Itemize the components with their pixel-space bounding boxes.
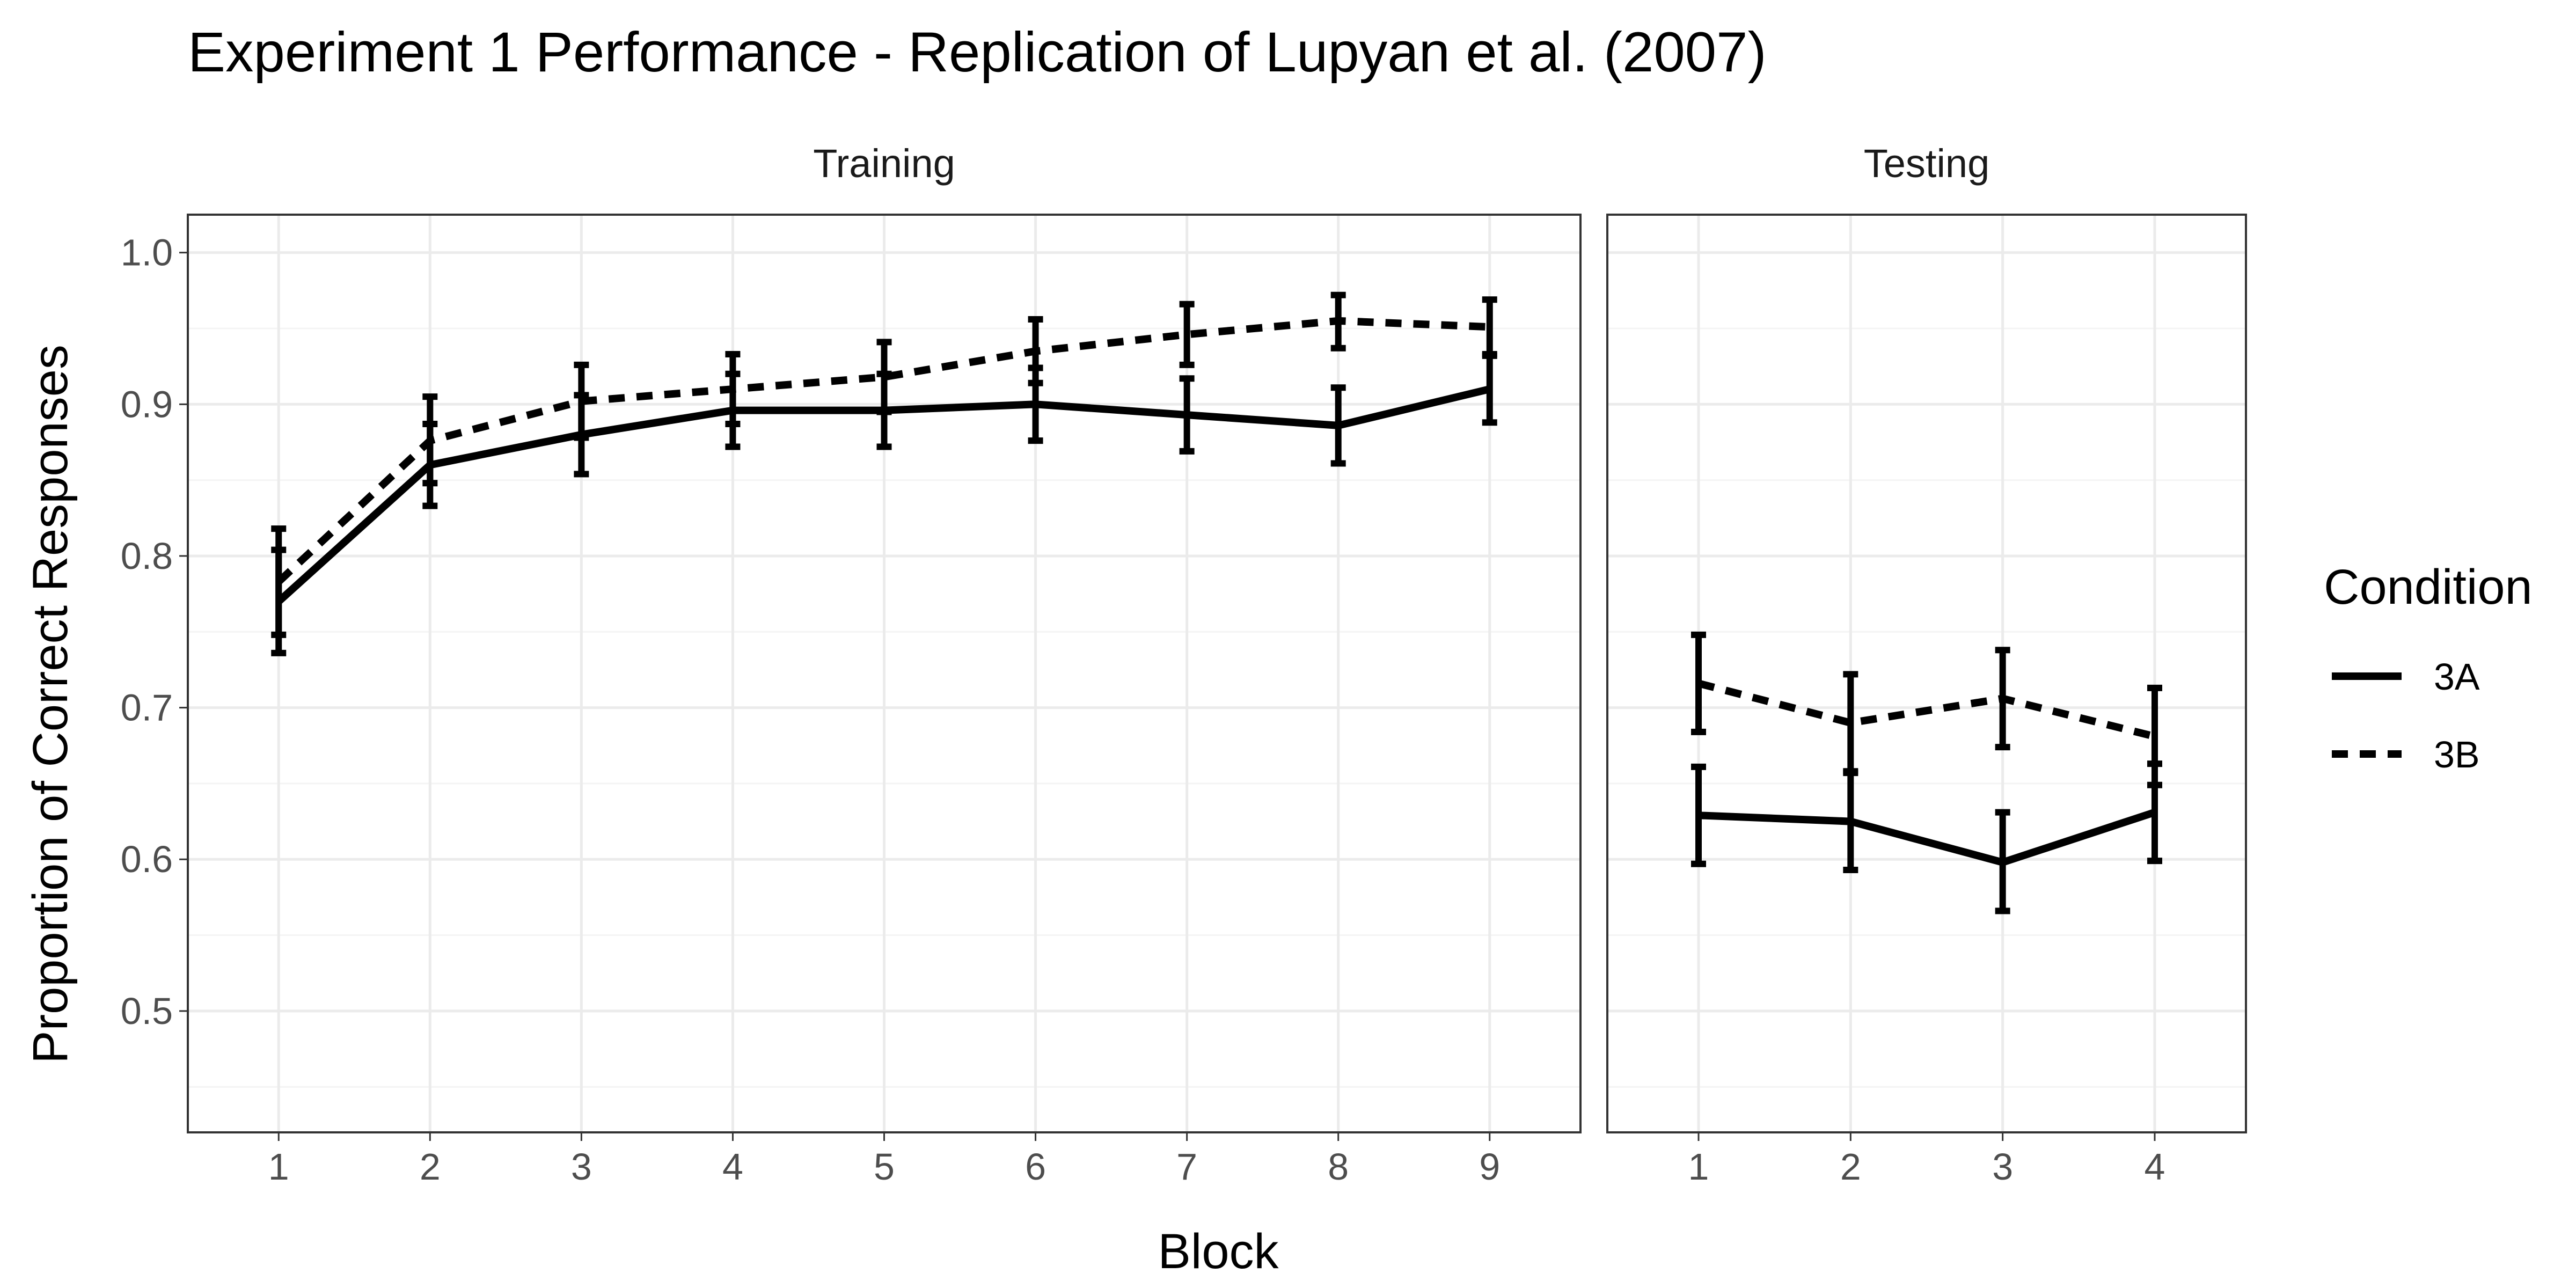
x-tick-label: 2 [420,1146,441,1188]
data-point [1337,425,1339,426]
x-tick-label: 7 [1176,1146,1197,1188]
chart-title: Experiment 1 Performance - Replication o… [188,21,1767,84]
data-point [1850,722,1851,723]
legend-entry-3a: 3A [2332,656,2480,698]
y-tick-label: 0.9 [121,383,173,425]
facet-strip-label: Training [813,141,955,186]
panel-background [1607,215,2246,1132]
data-point [1186,334,1188,335]
x-tick-label: 8 [1328,1146,1349,1188]
series-line [1697,679,2156,741]
y-tick-label: 0.5 [121,990,173,1032]
data-point [581,400,582,402]
error-bar [1995,809,2010,914]
series-line [1698,808,2156,866]
data-point [1337,320,1339,321]
data-point [429,440,431,442]
y-axis-title: Proportion of Correct Responses [23,345,78,1064]
series-3a [1691,760,2162,914]
error-bar [1330,291,1346,352]
data-point [2154,811,2155,813]
data-point [732,389,734,390]
legend-title: Condition [2324,560,2533,614]
legend-label: 3A [2434,656,2480,698]
legend-label: 3B [2434,734,2480,775]
data-point [883,376,885,378]
x-tick-label: 4 [2145,1146,2165,1188]
legend: Condition 3A 3B [2324,560,2533,775]
x-tick-label: 3 [571,1146,592,1188]
series-3b [271,291,1497,638]
series-3b [1691,631,2162,788]
y-tick-label: 1.0 [121,232,173,274]
data-point [1698,683,1699,684]
x-tick-label: 5 [874,1146,895,1188]
y-tick-label: 0.8 [121,535,173,577]
x-tick-label: 2 [1840,1146,1861,1188]
y-tick-label: 0.6 [121,838,173,880]
data-point [1186,414,1188,416]
x-axis-title: Block [1158,1224,1279,1279]
series-line [276,317,1490,585]
data-point [1850,821,1851,822]
data-point [1489,389,1490,390]
x-tick-label: 9 [1479,1146,1500,1188]
facet-strip-label: Testing [1864,141,1989,186]
y-tick-label: 0.7 [121,687,173,729]
error-bar [422,393,438,487]
data-point [2154,736,2155,737]
panel-training: Training 1 2 3 4 5 6 7 8 9 [187,141,1582,1188]
legend-entry-3b: 3B [2332,734,2480,775]
data-point [2002,861,2003,863]
x-tick-label: 1 [268,1146,289,1188]
panel-border [1606,214,2247,1133]
x-tick-label: 4 [722,1146,743,1188]
data-point [2002,698,2003,699]
x-tick-label: 6 [1025,1146,1046,1188]
x-tick-label: 1 [1688,1146,1709,1188]
panel-testing: Testing 1 2 3 4 [1606,141,2247,1188]
facet-panels: Training 1 2 3 4 5 6 7 8 9 Testing 1 2 3 4 [187,141,2247,1188]
data-point [1035,350,1036,352]
data-point [1489,326,1490,328]
data-point [278,581,280,582]
data-point [1035,404,1036,405]
x-tick-label: 3 [1992,1146,2013,1188]
data-point [1698,815,1699,816]
